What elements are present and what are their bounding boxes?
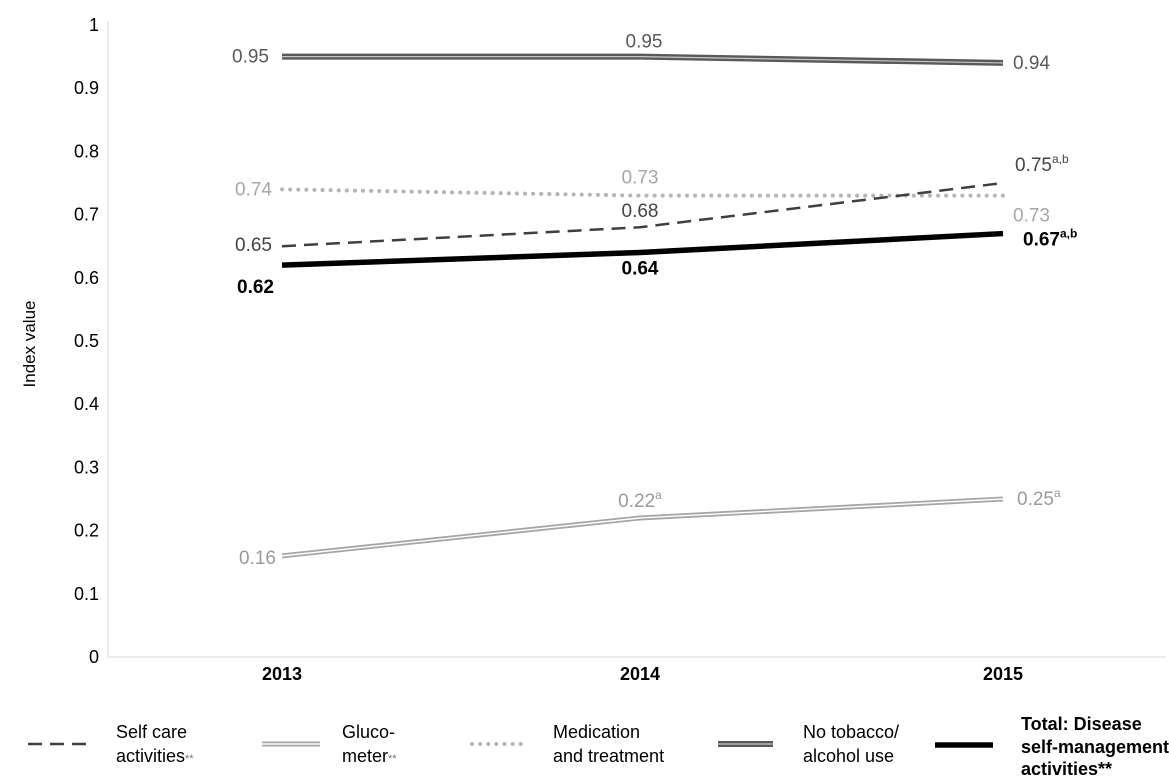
data-label: 0.73 (1013, 206, 1050, 227)
data-label: 0.94 (1013, 53, 1050, 74)
data-label-value: 0.74 (235, 179, 272, 200)
data-label-value: 0.65 (235, 235, 272, 256)
data-label: 0.62 (237, 277, 274, 298)
y-tick-label: 0.9 (74, 78, 99, 98)
legend-label: Self care (116, 722, 187, 742)
x-tick-label: 2013 (262, 664, 302, 684)
series-line-inner (282, 56, 1004, 64)
data-label: 0.65 (235, 235, 272, 256)
legend-label: self-management (1021, 737, 1169, 757)
legend-item: Total: Disease self-management activities*… (935, 714, 1169, 779)
legend-label-suffix: ** (185, 753, 194, 765)
data-label: 0.95 (232, 47, 269, 68)
legend-label: activities** (1021, 759, 1112, 777)
data-label-superscript: a (655, 488, 662, 502)
data-label-value: 0.22 (618, 491, 655, 512)
data-label: 0.75a,b (1015, 152, 1069, 176)
data-label: 0.25a (1017, 486, 1061, 510)
y-axis-title: Index value (20, 301, 39, 388)
data-label: 0.68 (622, 201, 659, 222)
y-tick-label: 0.6 (74, 268, 99, 288)
legend-label-text: activities (116, 746, 185, 766)
series-1 (281, 496, 1004, 559)
series-line (282, 53, 1004, 66)
legend-label-text: Self care (116, 722, 187, 742)
data-label-value: 0.95 (232, 47, 269, 68)
data-label: 0.64 (622, 259, 659, 280)
legend-item: Medication and treatment (470, 722, 664, 766)
legend-label: Total: Disease (1021, 714, 1142, 734)
legend-label: No tobacco/ (803, 722, 899, 742)
data-label-value: 0.95 (626, 32, 663, 53)
series-0 (281, 181, 1004, 248)
legend-label-text: Medication (553, 722, 640, 742)
data-label: 0.74 (235, 179, 272, 200)
y-tick-label: 0 (89, 647, 99, 667)
legend-label-text: self-management (1021, 737, 1169, 757)
data-label-value: 0.68 (622, 201, 659, 222)
y-tick-label: 0.7 (74, 205, 99, 225)
legend-label-text: No tobacco/ (803, 722, 899, 742)
data-label-value: 0.16 (239, 548, 276, 569)
legend-item: Gluco-meter** (262, 722, 397, 766)
data-label-value: 0.25 (1017, 489, 1054, 510)
legend-item: Self care activities** (28, 722, 194, 766)
data-label: 0.95 (626, 32, 663, 53)
legend-label-text: Gluco- (342, 722, 395, 742)
y-tick-label: 0.4 (74, 394, 99, 414)
legend-label: Medication (553, 722, 640, 742)
legend-label: activities** (116, 746, 194, 766)
series-3 (282, 53, 1004, 66)
data-label-value: 0.73 (622, 168, 659, 189)
legend-label: Gluco- (342, 722, 395, 742)
series-line-inner (281, 498, 1004, 557)
legend-item: No tobacco/alcohol use (718, 722, 899, 766)
y-tick-label: 0.1 (74, 584, 99, 604)
data-label: 0.67a,b (1023, 227, 1077, 251)
legend-label-text: and treatment (553, 746, 664, 766)
x-tick-label: 2015 (983, 664, 1023, 684)
series-4 (281, 230, 1004, 268)
y-tick-label: 0.5 (74, 331, 99, 351)
y-tick-label: 1 (89, 15, 99, 35)
data-label-superscript: a,b (1052, 152, 1069, 166)
y-tick-label: 0.3 (74, 457, 99, 477)
data-label-superscript: a (1054, 486, 1061, 500)
legend-label-suffix: ** (388, 753, 397, 765)
legend-label-text: alcohol use (803, 746, 894, 766)
series-2 (280, 187, 1005, 198)
series-line (281, 181, 1004, 248)
data-label: 0.22a (618, 488, 662, 512)
legend-label: alcohol use (803, 746, 894, 766)
data-label-value: 0.94 (1013, 53, 1050, 74)
legend-label-text: Total: Disease (1021, 714, 1142, 734)
y-tick-label: 0.8 (74, 141, 99, 161)
data-label-value: 0.75 (1015, 155, 1052, 176)
data-label-value: 0.67 (1023, 230, 1060, 251)
data-label-value: 0.64 (622, 259, 659, 280)
legend-label: meter** (342, 746, 397, 766)
legend-label-text: activities** (1021, 759, 1112, 777)
data-label-value: 0.73 (1013, 206, 1050, 227)
data-label-value: 0.62 (237, 277, 274, 298)
legend-label: and treatment (553, 746, 664, 766)
x-tick-label: 2014 (620, 664, 660, 684)
series-line (281, 230, 1004, 268)
series-line (280, 187, 1005, 198)
y-tick-label: 0.2 (74, 521, 99, 541)
data-label: 0.16 (239, 548, 276, 569)
data-label-superscript: a,b (1060, 227, 1077, 241)
data-label: 0.73 (622, 168, 659, 189)
legend-label-text: meter (342, 746, 388, 766)
